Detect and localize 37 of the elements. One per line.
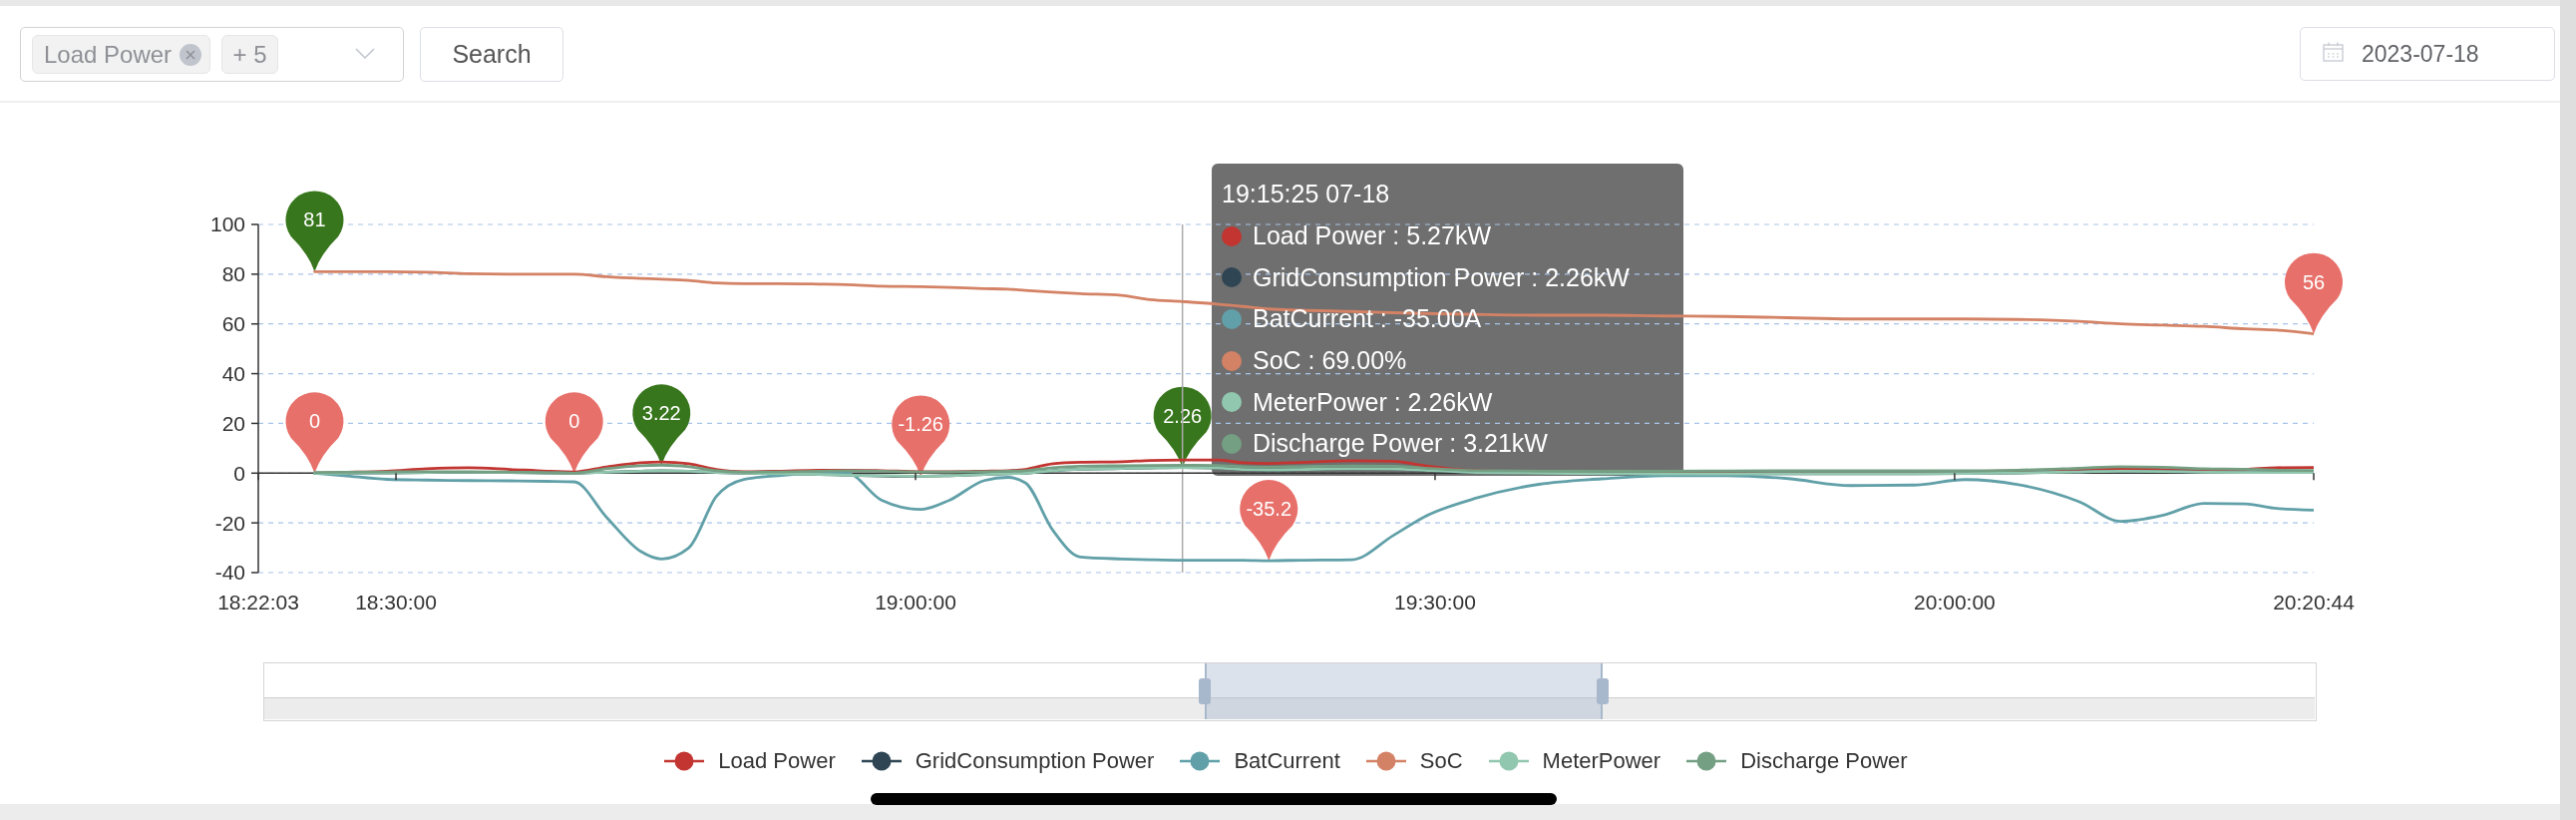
legend-label: SoC [1419,748,1463,774]
annotation: SoC : 69.00% [1253,346,1407,376]
data-label: -1.26 [898,413,944,436]
data-label: 81 [303,208,326,231]
y-tick-label: 0 [233,461,245,485]
y-tick-label: 80 [221,262,245,286]
legend-label: GridConsumption Power [915,748,1155,774]
y-tick-label: 60 [221,312,245,336]
legend-label: MeterPower [1542,748,1661,774]
text: 2023-07-18 [2362,40,2479,69]
data-label: 0 [568,410,580,433]
x-tick-label: 18:22:03 [217,591,299,614]
y-tick-label: -20 [214,511,245,535]
x-tick-label: 19:30:00 [1394,591,1476,614]
annotation: GridConsumption Power : 2.26kW [1253,262,1630,292]
x-tick-label: 20:00:00 [1914,591,1996,614]
annotation: Load Power : 5.27kW [1253,221,1492,251]
data-label: 56 [2302,270,2326,293]
legend-label: Load Power [718,748,836,774]
tag-chip: + 5 [221,35,278,74]
data-label: 0 [308,410,321,433]
x-tick-label: 20:20:44 [2273,591,2356,614]
y-tick-label: 40 [221,362,245,386]
y-tick-label: -40 [214,561,245,585]
text: 19:15:25 07-18 [1222,180,1390,209]
annotation: Discharge Power : 3.21kW [1253,429,1548,459]
search-button: Search [420,27,563,82]
y-tick-label: 100 [209,212,245,236]
data-label: 3.22 [641,402,681,425]
tag-chip: Load Power [32,35,210,74]
y-tick-label: 20 [221,411,245,435]
data-label: -35.2 [1246,498,1292,521]
x-tick-label: 18:30:00 [355,591,437,614]
annotation: MeterPower : 2.26kW [1253,387,1493,417]
x-tick-label: 19:00:00 [875,591,956,614]
legend-label: Discharge Power [1740,748,1908,774]
legend-label: BatCurrent [1234,748,1340,774]
